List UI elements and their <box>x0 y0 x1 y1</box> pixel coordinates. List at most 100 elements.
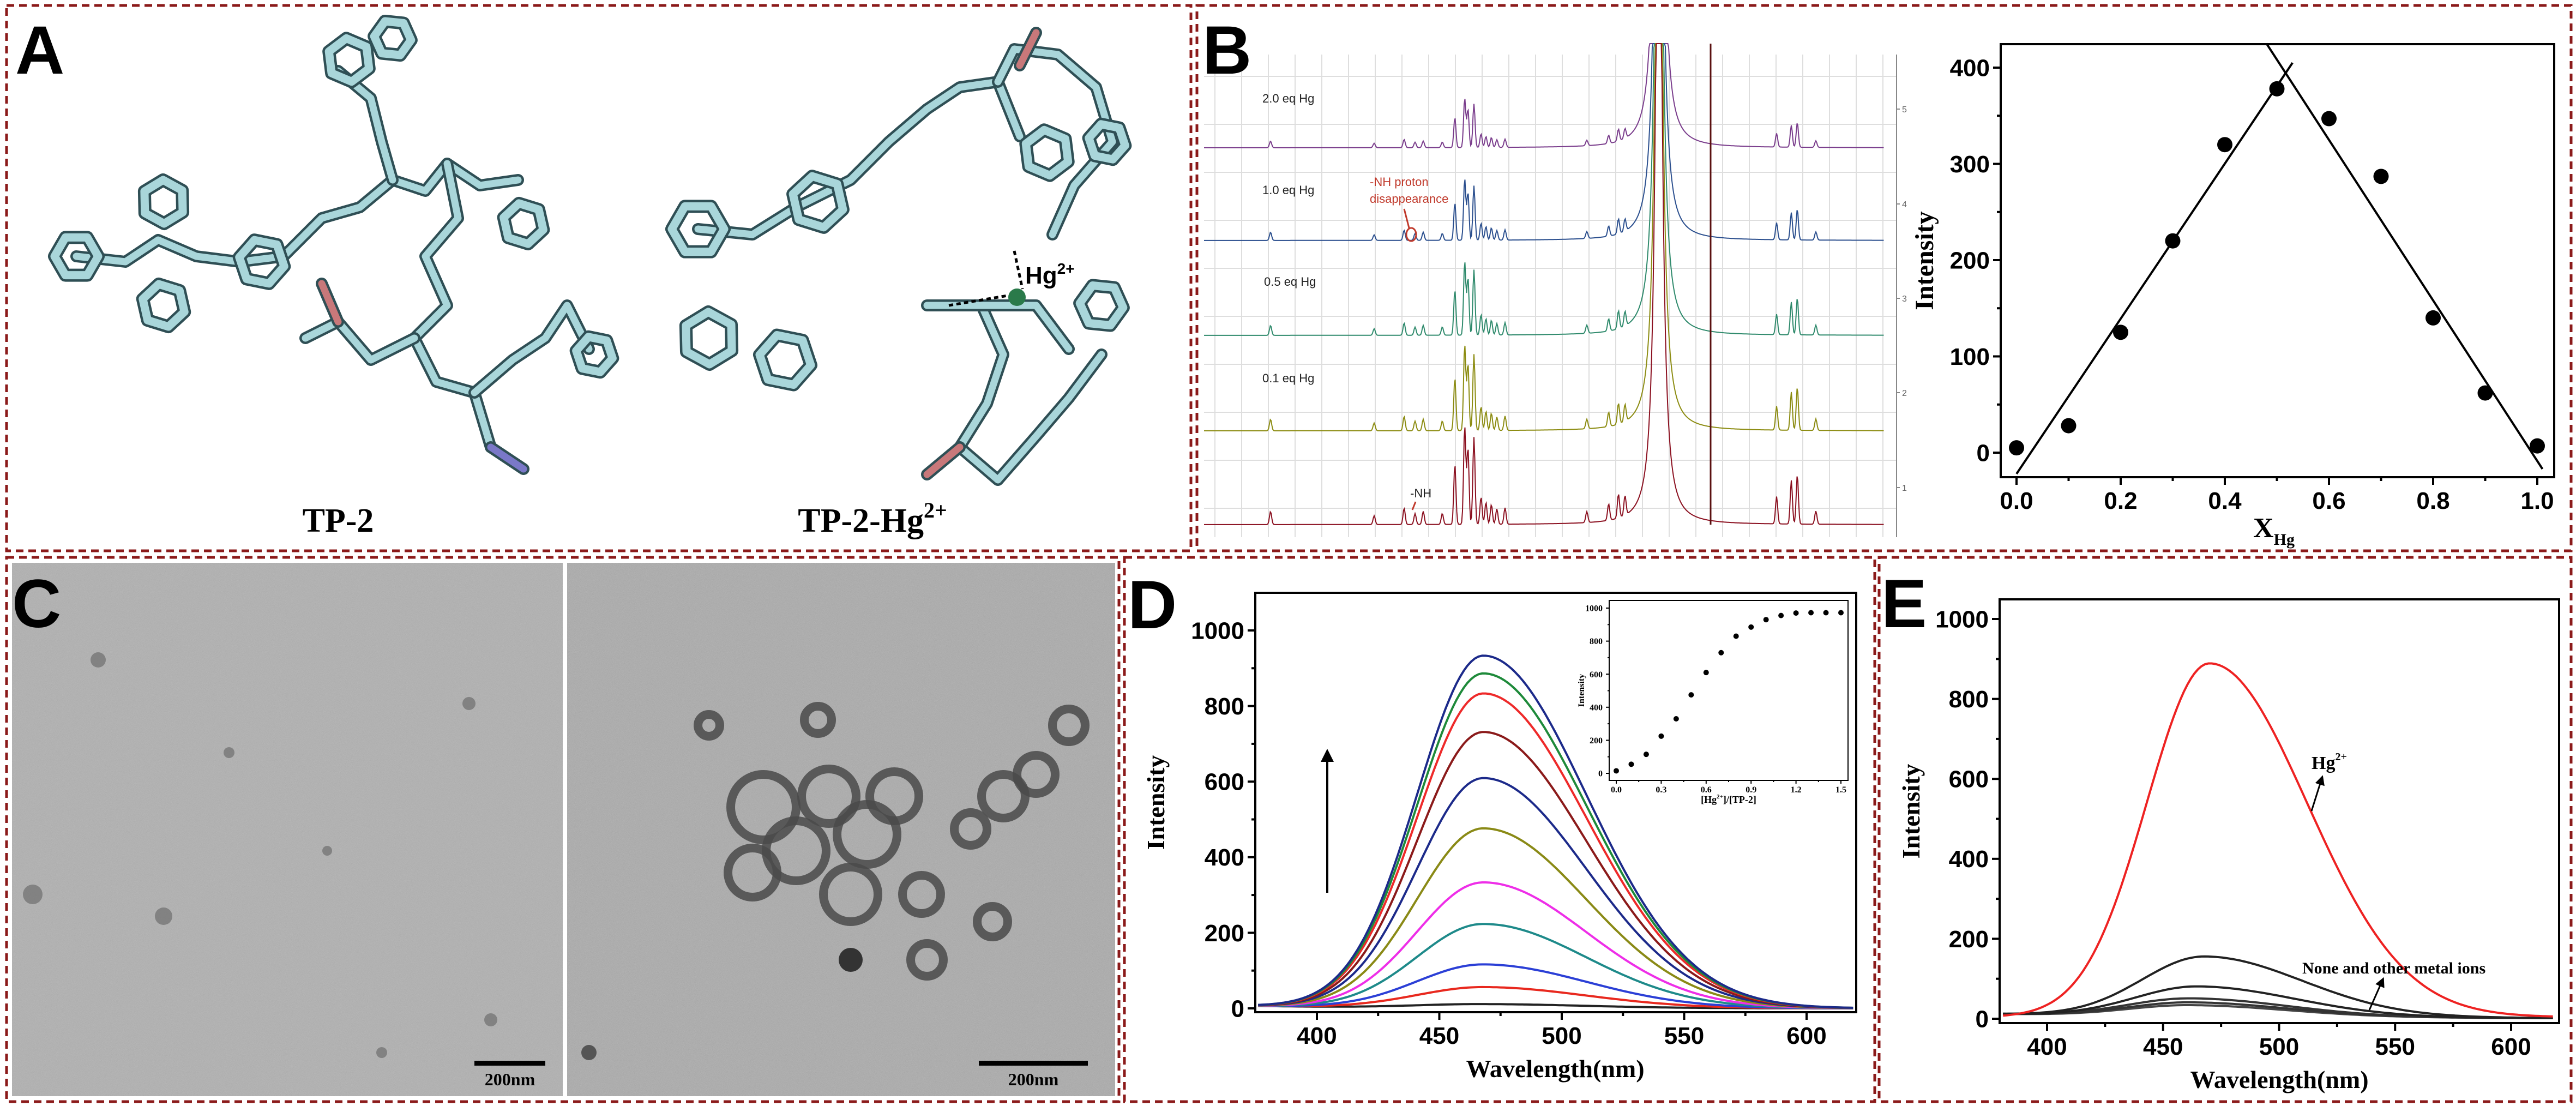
x-axis-label-part: [Hg <box>1701 794 1717 805</box>
nh-disappearance-annotation: -NH proton <box>1370 175 1429 189</box>
x-axis-label: Wavelength(nm) <box>1466 1055 1644 1083</box>
y-tick-label: 0 <box>1231 995 1244 1022</box>
data-point <box>1763 617 1769 623</box>
data-point <box>1658 733 1664 739</box>
x-tick-label: 0.9 <box>1746 785 1756 795</box>
nmr-axis-tick-label: 3 <box>1902 294 1907 304</box>
nmr-axis-tick-label: 5 <box>1902 105 1907 115</box>
data-point <box>1614 768 1619 774</box>
scale-bar-left <box>474 1061 545 1066</box>
tem-aggregate <box>1013 751 1060 798</box>
tem-aggregate <box>898 871 945 918</box>
data-point <box>1838 610 1844 616</box>
data-point <box>2113 324 2128 340</box>
coordination-bond <box>1013 250 1024 290</box>
y-tick-label: 600 <box>1949 766 1989 793</box>
data-point <box>1733 633 1739 639</box>
x-tick-label: 500 <box>2259 1033 2299 1060</box>
x-tick-label: 600 <box>1786 1023 1826 1049</box>
x-tick-label: 1.0 <box>2520 488 2554 514</box>
tem-aggregate <box>819 863 882 926</box>
hg-annotation-arrow <box>2310 775 2325 812</box>
spectrum-line <box>1258 881 1853 1009</box>
x-tick-label: 600 <box>2491 1033 2531 1060</box>
scale-bar-right-label: 200nm <box>1008 1069 1059 1089</box>
panel-d: D 400 450 500 550 600 0 200 400 600 800 1000 Intens… <box>1128 567 1857 1083</box>
fit-line <box>2265 43 2544 470</box>
nmr-label-1eq: 1.0 eq Hg <box>1262 183 1314 197</box>
data-point <box>2530 438 2545 454</box>
y-tick-label: 800 <box>1949 686 1989 713</box>
x-tick-label: 1.2 <box>1791 785 1802 795</box>
x-axis-label: XHg <box>2253 513 2295 549</box>
ring <box>755 331 815 389</box>
ring <box>1075 281 1128 329</box>
ring <box>50 233 103 280</box>
data-point <box>2373 169 2389 184</box>
tem-aggregate <box>726 770 801 844</box>
nmr-axis-tick-label: 2 <box>1902 389 1907 398</box>
x-tick-label: 500 <box>1542 1023 1581 1049</box>
panel-e-letter: E <box>1881 566 1927 642</box>
tem-particle <box>322 846 332 856</box>
nmr-spectrum-trace <box>1204 43 1884 241</box>
x-tick-label: 400 <box>1297 1023 1337 1049</box>
bond-outline <box>692 76 1026 241</box>
nmr-label-01eq: 0.1 eq Hg <box>1262 371 1314 385</box>
others-annotation-arrow <box>2368 977 2385 1011</box>
hg-ion-label: Hg2+ <box>1025 260 1075 289</box>
scale-bar-right <box>979 1061 1088 1066</box>
bond-outline <box>954 299 1108 486</box>
spectrum-line <box>1258 923 1853 1009</box>
y-tick-label: 200 <box>1205 920 1244 947</box>
bond <box>923 302 1073 353</box>
x-tick-label: 0.8 <box>2416 488 2449 514</box>
tem-aggregate <box>800 702 836 738</box>
x-axis-label-main: X <box>2253 513 2274 544</box>
y-tick-label: 400 <box>1949 846 1989 873</box>
y-tick-label: 800 <box>1590 637 1603 646</box>
spectrum-line <box>1258 827 1853 1009</box>
x-tick-label: 400 <box>2027 1033 2067 1060</box>
y-axis-label: Intensity <box>1142 755 1170 850</box>
molecule-right-label: TP-2-Hg2+ <box>798 498 947 539</box>
nh-pointer <box>1411 501 1417 510</box>
nmr-axis-tick-label: 1 <box>1902 484 1907 493</box>
titration-spectra-chart: 400 450 500 550 600 0 200 400 600 800 1000 Intensit… <box>1142 592 1857 1083</box>
panel-b-letter: B <box>1202 13 1251 88</box>
y-tick-label: 0 <box>1976 1006 1989 1032</box>
hg-annotation: Hg2+ <box>2312 751 2347 773</box>
spectrum-line <box>1258 777 1853 1009</box>
tem-aggregate <box>977 770 1030 822</box>
y-tick-label: 0 <box>1977 440 1990 466</box>
x-tick-label: 450 <box>1419 1023 1459 1049</box>
nh-peak-label: -NH <box>1410 486 1431 500</box>
data-point <box>1643 752 1649 758</box>
annotation-pointer <box>1403 208 1410 229</box>
ring <box>667 202 729 256</box>
panel-b-border <box>1195 4 2573 552</box>
spectrum-line <box>2003 662 2553 1018</box>
bond <box>694 78 1024 238</box>
nmr-label-2eq: 2.0 eq Hg <box>1262 92 1314 105</box>
data-point <box>2477 385 2493 401</box>
panel-d-border <box>1123 556 1876 1103</box>
coordination-bond <box>948 293 1015 307</box>
x-axis-label-subscript: Hg <box>2274 531 2295 549</box>
panel-e-border <box>1877 556 2573 1103</box>
nmr-label-05eq: 0.5 eq Hg <box>1264 275 1316 288</box>
tem-aggregate <box>865 767 923 825</box>
tem-aggregate <box>973 902 1012 941</box>
ring <box>1021 125 1073 180</box>
tem-image-left-texture <box>12 563 563 1096</box>
panel-a-border <box>5 4 1193 552</box>
spectrum-line <box>1258 731 1853 1009</box>
bond <box>318 280 342 326</box>
tem-aggregate <box>906 939 948 981</box>
ring <box>324 34 374 86</box>
ring <box>235 236 288 288</box>
y-tick-label: 600 <box>1205 769 1244 796</box>
bond <box>1016 29 1040 69</box>
y-tick-label: 1000 <box>1585 604 1603 614</box>
ring <box>789 172 847 232</box>
